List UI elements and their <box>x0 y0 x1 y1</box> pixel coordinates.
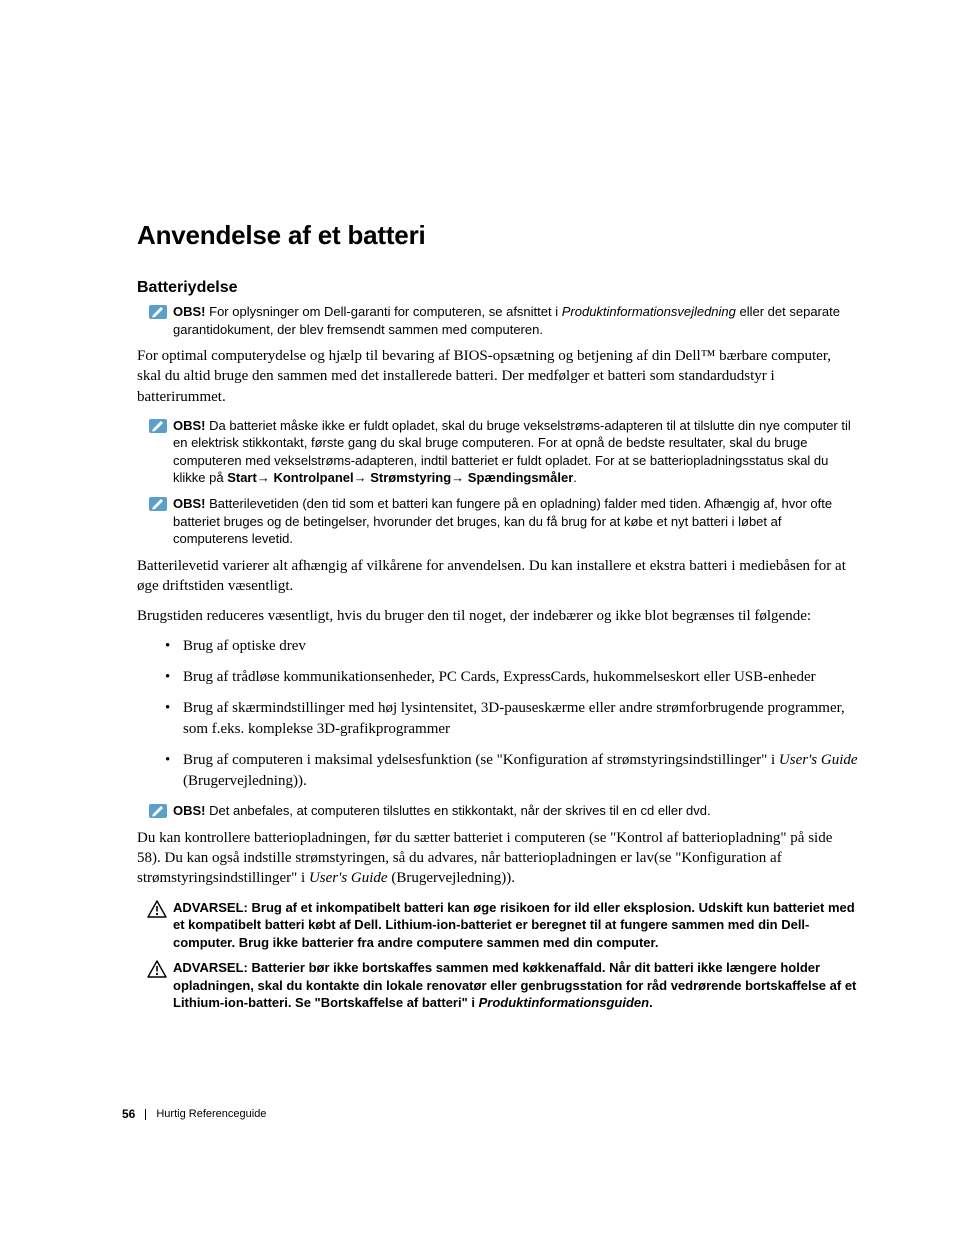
path-segment: Kontrolpanel <box>273 470 353 485</box>
note-block: OBS! Det anbefales, at computeren tilslu… <box>137 802 858 820</box>
list-item: Brug af trådløse kommunikationsenheder, … <box>183 667 858 688</box>
note-content: Batterilevetiden (den tid som et batteri… <box>173 496 832 546</box>
body-paragraph: Batterilevetid varierer alt afhængig af … <box>137 556 858 597</box>
note-label: OBS! <box>173 803 206 818</box>
warning-italic: Produktinformationsguiden <box>479 995 649 1010</box>
page-number: 56 <box>122 1107 135 1121</box>
note-text: OBS! Batterilevetiden (den tid som et ba… <box>173 495 858 548</box>
note-block: OBS! Batterilevetiden (den tid som et ba… <box>137 495 858 548</box>
list-item-text: Brug af computeren i maksimal ydelsesfun… <box>183 752 779 768</box>
body-italic: User's Guide <box>309 870 388 886</box>
list-item-italic: User's Guide <box>779 752 858 768</box>
warning-block: ADVARSEL: Batterier bør ikke bortskaffes… <box>137 959 858 1012</box>
arrow-icon: → <box>257 470 270 485</box>
list-item: Brug af computeren i maksimal ydelsesfun… <box>183 750 858 792</box>
warning-content: . <box>649 995 653 1010</box>
footer-doc-title: Hurtig Referenceguide <box>156 1108 266 1120</box>
note-text: OBS! For oplysninger om Dell-garanti for… <box>173 303 858 338</box>
warning-icon <box>137 959 167 978</box>
note-block: OBS! For oplysninger om Dell-garanti for… <box>137 303 858 338</box>
arrow-icon: → <box>451 470 464 485</box>
path-segment: Spændingsmåler <box>468 470 573 485</box>
warning-text: ADVARSEL: Brug af et inkompatibelt batte… <box>173 899 858 952</box>
body-paragraph: For optimal computerydelse og hjælp til … <box>137 346 858 407</box>
warning-block: ADVARSEL: Brug af et inkompatibelt batte… <box>137 899 858 952</box>
path-segment: Strømstyring <box>370 470 451 485</box>
section-heading-batteriydelse: Batteriydelse <box>137 279 858 297</box>
note-text: OBS! Det anbefales, at computeren tilslu… <box>173 802 858 820</box>
warning-content: Brug af et inkompatibelt batteri kan øge… <box>173 900 855 950</box>
list-item: Brug af optiske drev <box>183 636 858 657</box>
arrow-icon: → <box>354 470 367 485</box>
note-label: OBS! <box>173 304 206 319</box>
note-content: For oplysninger om Dell-garanti for comp… <box>209 304 562 319</box>
note-label: OBS! <box>173 418 206 433</box>
note-content: Det anbefales, at computeren tilsluttes … <box>209 803 710 818</box>
warning-icon <box>137 899 167 918</box>
body-paragraph: Brugstiden reduceres væsentligt, hvis du… <box>137 606 858 626</box>
body-text: (Brugervejledning)). <box>388 870 515 886</box>
footer-separator <box>145 1109 146 1120</box>
note-icon <box>137 417 167 434</box>
warning-label: ADVARSEL: <box>173 960 248 975</box>
note-icon <box>137 495 167 512</box>
note-icon <box>137 303 167 320</box>
note-icon <box>137 802 167 819</box>
note-content-italic: Produktinformationsvejledning <box>562 304 736 319</box>
list-item: Brug af skærmindstillinger med høj lysin… <box>183 698 858 740</box>
list-item-text: (Brugervejledning)). <box>183 773 307 789</box>
page-title: Anvendelse af et batteri <box>137 220 858 251</box>
body-paragraph: Du kan kontrollere batteriopladningen, f… <box>137 828 858 889</box>
note-text: OBS! Da batteriet måske ikke er fuldt op… <box>173 417 858 487</box>
note-block: OBS! Da batteriet måske ikke er fuldt op… <box>137 417 858 487</box>
warning-text: ADVARSEL: Batterier bør ikke bortskaffes… <box>173 959 858 1012</box>
note-label: OBS! <box>173 496 206 511</box>
document-page: Anvendelse af et batteri Batteriydelse O… <box>0 0 954 1235</box>
warning-label: ADVARSEL: <box>173 900 248 915</box>
note-content: . <box>573 470 577 485</box>
path-segment: Start <box>227 470 257 485</box>
page-footer: 56 Hurtig Referenceguide <box>122 1107 266 1121</box>
bullet-list: Brug af optiske drev Brug af trådløse ko… <box>137 636 858 792</box>
